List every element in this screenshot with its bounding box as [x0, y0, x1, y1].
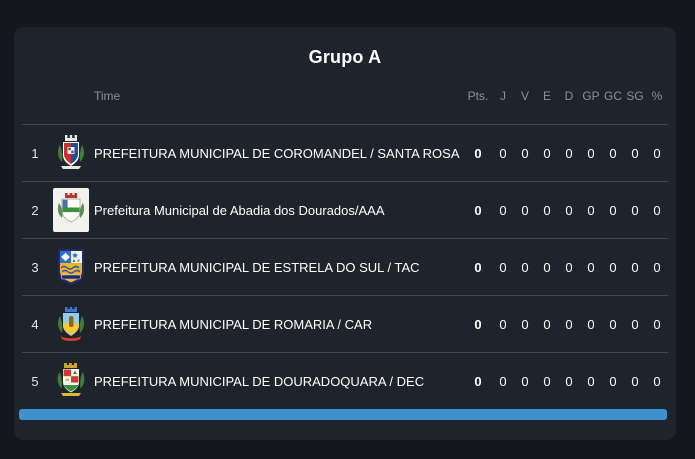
stat-pts-value: 0	[474, 145, 482, 161]
stat-pts-value: 0	[474, 259, 482, 275]
team-name: PREFEITURA MUNICIPAL DE DOURADOQUARA / D…	[94, 373, 425, 389]
table-row: 5 PREFEITU	[22, 352, 668, 409]
team-name: PREFEITURA MUNICIPAL DE ROMARIA / CAR	[94, 316, 373, 332]
stat-e-value: 0	[543, 259, 551, 275]
column-header-pts: Pts.	[467, 89, 489, 103]
stat-pts-value: 0	[474, 202, 482, 218]
stat-sg-value: 0	[631, 202, 639, 218]
stat-e-value: 0	[543, 316, 551, 332]
stat-gp-value: 0	[587, 259, 595, 275]
stat-v-value: 0	[521, 202, 529, 218]
team-crest-cell	[48, 133, 94, 173]
team-crest-cell	[48, 188, 94, 232]
column-header-j: J	[500, 89, 506, 103]
stat-gp-value: 0	[587, 202, 595, 218]
stat-sg-value: 0	[653, 373, 661, 389]
coromandel-crest-icon	[54, 133, 88, 173]
table-row: 4 PREFEITURA MUNICIPAL DE ROMARIA / CAR …	[22, 295, 668, 352]
stat-d-value: 0	[565, 316, 573, 332]
team-name: PREFEITURA MUNICIPAL DE ESTRELA DO SUL /…	[94, 259, 420, 275]
stat-e-value: 0	[543, 145, 551, 161]
standings-table: Time Pts. J V E D GP GC SG % 1	[22, 68, 668, 409]
team-crest-cell	[48, 247, 94, 287]
stat-j-value: 0	[499, 202, 507, 218]
stat-e-value: 0	[543, 373, 551, 389]
stat-sg-value: 0	[631, 316, 639, 332]
stat-v-value: 0	[521, 259, 529, 275]
stat-gc-value: 0	[609, 316, 617, 332]
stat-gc-value: 0	[609, 259, 617, 275]
stat-gp-value: 0	[587, 316, 595, 332]
column-header-v: V	[520, 89, 529, 103]
stat-gc-value: 0	[609, 145, 617, 161]
stat-d-value: 0	[565, 259, 573, 275]
table-header-row: Time Pts. J V E D GP GC SG %	[22, 68, 668, 124]
stat-v-value: 0	[521, 145, 529, 161]
stat-gp-value: 0	[587, 145, 595, 161]
team-name: Prefeitura Municipal de Abadia dos Doura…	[94, 202, 385, 218]
stat-d-value: 0	[565, 202, 573, 218]
estrela-do-sul-crest-icon	[54, 247, 88, 287]
stat-pct-value: 0	[653, 145, 661, 161]
abadia-dos-dourados-crest-icon	[53, 188, 89, 232]
stat-pct-value: 0	[653, 259, 661, 275]
column-header-e: E	[542, 89, 551, 103]
column-header-sg: SG	[626, 89, 644, 103]
stat-v-value: 0	[521, 316, 529, 332]
stat-d-value: 0	[565, 373, 573, 389]
team-name: PREFEITURA MUNICIPAL DE COROMANDEL / SAN…	[94, 145, 460, 161]
row-position: 5	[31, 373, 39, 389]
romaria-crest-icon	[54, 304, 88, 344]
stat-pct-value: 0	[653, 202, 661, 218]
column-header-time: Time	[94, 89, 121, 103]
stat-j-value: 0	[499, 316, 507, 332]
stat-e-value: 0	[543, 202, 551, 218]
douradoquara-crest-icon	[54, 361, 88, 401]
table-row: 1 PREFEITU	[22, 124, 668, 181]
row-position: 2	[31, 202, 39, 218]
column-header-gc: GC	[604, 89, 622, 103]
stat-pct-value: 0	[631, 373, 639, 389]
table-row: 2 Prefeitura Municipal de Abadia dos Dou…	[22, 181, 668, 238]
table-row: 3	[22, 238, 668, 295]
stat-d-value: 0	[565, 145, 573, 161]
group-title: Grupo A	[308, 47, 382, 67]
stat-j-value: 0	[499, 373, 507, 389]
stat-pts-value: 0	[474, 373, 482, 389]
column-header-d: D	[564, 89, 574, 103]
row-position: 4	[31, 316, 39, 332]
column-header-gp: GP	[582, 89, 600, 103]
stat-pct-value: 0	[653, 316, 661, 332]
stat-gc-value: 0	[609, 373, 617, 389]
stat-j-value: 0	[499, 145, 507, 161]
stat-gp-value: 0	[587, 373, 595, 389]
team-crest-cell	[48, 361, 94, 401]
team-crest-cell	[48, 304, 94, 344]
horizontal-scrollbar-thumb[interactable]	[19, 409, 667, 420]
stat-gc-value: 0	[609, 202, 617, 218]
stat-pts-value: 0	[474, 316, 482, 332]
stat-v-value: 0	[521, 373, 529, 389]
stat-sg-value: 0	[631, 145, 639, 161]
row-position: 1	[31, 145, 39, 161]
row-position: 3	[31, 259, 39, 275]
stat-j-value: 0	[499, 259, 507, 275]
column-header-pct: %	[651, 89, 663, 103]
stat-sg-value: 0	[631, 259, 639, 275]
group-standings-card: Grupo A Time Pts. J V E D GP GC SG % 1	[14, 27, 676, 440]
